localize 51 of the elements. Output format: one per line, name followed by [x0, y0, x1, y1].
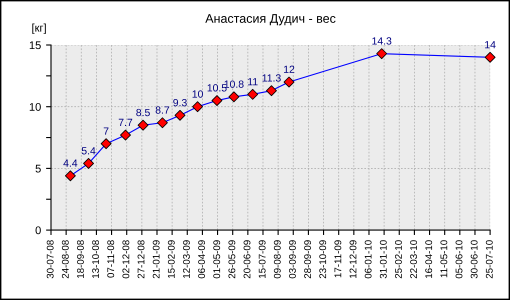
data-label: 5.4 [82, 147, 96, 154]
x-tick-label: 03-09-09 [288, 240, 296, 278]
chart-title: Анастасия Дудич - вес [205, 14, 336, 26]
x-tick-label: 01-05-09 [213, 240, 220, 278]
x-tick-label: 12-03-09 [183, 240, 190, 278]
x-tick-label: 11-05-10 [440, 240, 448, 278]
x-tick-label: 30-07-08 [46, 240, 54, 278]
x-tick-label: 27-12-08 [138, 240, 144, 278]
x-tick-label: 15-02-09 [168, 240, 175, 278]
x-tick-label: 31-01-10 [380, 240, 387, 278]
data-label: 12 [284, 66, 294, 73]
x-tick-label: 24-08-08 [62, 240, 69, 278]
y-tick-label: 5 [36, 164, 41, 173]
x-tick-label: 02-12-08 [122, 240, 130, 278]
x-tick-label: 06-01-10 [364, 240, 372, 278]
x-tick-label: 22-03-10 [410, 240, 418, 278]
data-label: 10.5 [208, 84, 227, 92]
x-tick-label: 25-07-10 [486, 240, 493, 278]
data-label: 7.7 [118, 118, 132, 126]
x-tick-label: 18-09-08 [77, 240, 84, 278]
data-label: 11.3 [262, 74, 281, 82]
data-label: 8.5 [136, 108, 150, 116]
x-tick-label: 09-08-09 [274, 240, 281, 278]
x-tick-label: 28-09-09 [304, 240, 312, 278]
data-label: 14 [485, 41, 496, 48]
x-tick-label: 15-07-09 [258, 240, 266, 278]
x-tick-label: 21-01-09 [152, 240, 160, 278]
data-label: 4.4 [63, 160, 78, 167]
x-tick-label: 13-10-08 [92, 240, 100, 278]
x-tick-label: 07-11-08 [107, 240, 114, 278]
y-tick-label: 15 [30, 41, 41, 50]
x-tick-label: 05-06-10 [456, 240, 462, 278]
y-tick-label: 0 [36, 226, 41, 234]
y-tick-label: 10 [30, 102, 41, 111]
x-tick-label: 25-02-10 [394, 240, 402, 278]
x-tick-label: 17-11-09 [334, 240, 342, 278]
x-tick-label: 06-04-09 [198, 240, 206, 278]
x-tick-label: 12-12-09 [350, 240, 356, 278]
x-tick-label: 23-10-09 [319, 240, 326, 278]
y-axis-title: [кг] [32, 24, 46, 34]
data-label: 9.3 [173, 98, 187, 106]
data-label: 10.8 [224, 80, 244, 88]
x-tick-label: 16-04-10 [425, 240, 432, 278]
data-label: 8.7 [156, 106, 170, 114]
x-tick-label: 30-06-10 [470, 240, 478, 278]
x-tick-label: 20-06-09 [244, 240, 250, 278]
x-tick-label: 26-05-09 [228, 240, 236, 278]
data-label: 11 [248, 78, 258, 86]
data-label: 14.3 [372, 37, 392, 45]
data-label: 7 [104, 127, 108, 135]
data-label: 10 [192, 90, 203, 98]
